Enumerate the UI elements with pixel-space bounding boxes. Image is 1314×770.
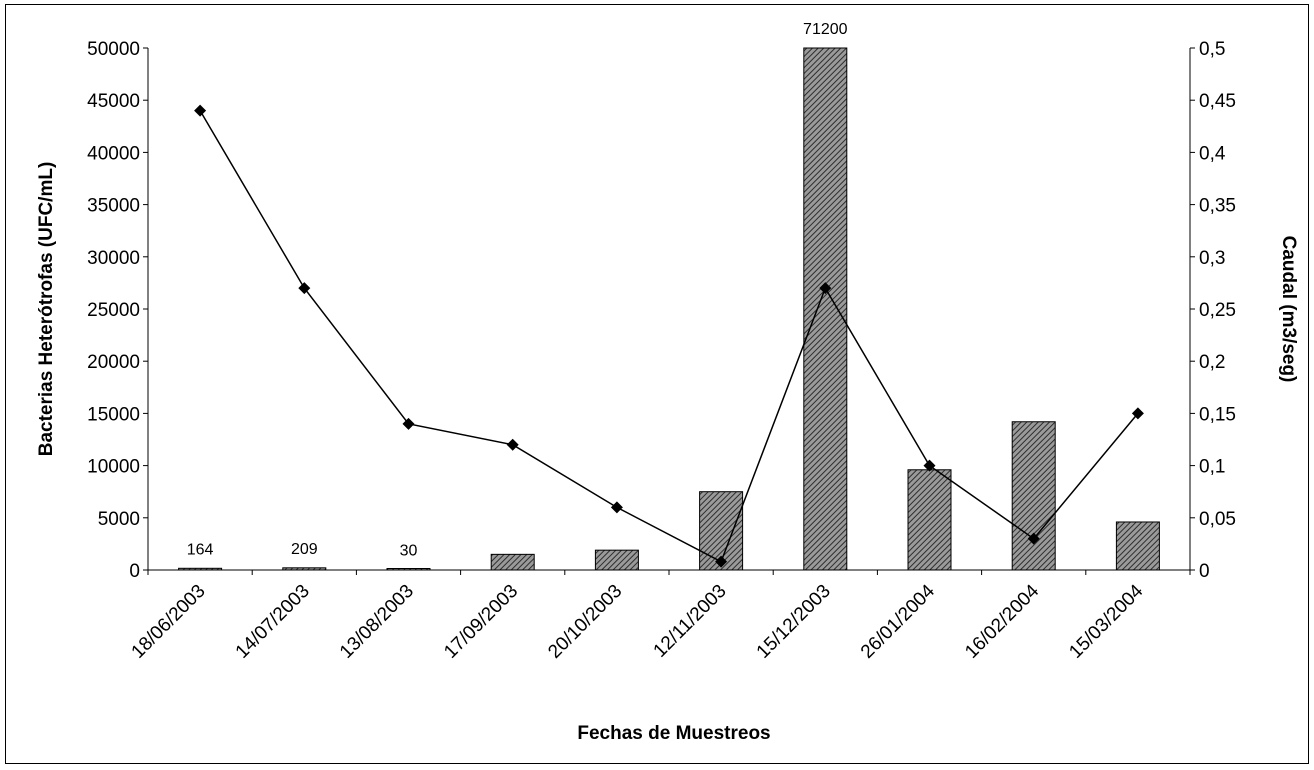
y-left-tick-label: 20000	[87, 352, 140, 373]
bar-3	[490, 553, 535, 571]
x-tick-label: 13/08/2003	[336, 581, 418, 663]
y-right-tick-label: 0,5	[1199, 39, 1225, 60]
caudal-point-2	[402, 417, 415, 430]
labels-layer: 164 209 30 71200	[187, 21, 848, 560]
y-left-tick-label: 40000	[87, 143, 140, 164]
x-tick-label: 18/06/2003	[128, 581, 210, 663]
x-tick-label: 17/09/2003	[440, 581, 522, 663]
y-right-tick-label: 0,05	[1199, 509, 1236, 530]
line-layer	[194, 104, 1144, 568]
caudal-point-9	[1131, 407, 1144, 420]
x-tick-label: 16/02/2004	[961, 580, 1043, 662]
y-axis-left-title: Bacterias Heterótrofas (UFC/mL)	[36, 162, 57, 457]
y-right-tick-label: 0,2	[1199, 352, 1225, 373]
y-right-tick-label: 0,3	[1199, 248, 1225, 269]
y-left-tick-label: 50000	[87, 39, 140, 60]
caudal-point-3	[506, 438, 519, 451]
caudal-line	[199, 110, 1139, 563]
x-tick-label: 15/03/2004	[1065, 580, 1147, 662]
y-axis-right-title: Caudal (m3/seg)	[1278, 236, 1299, 383]
y-left-tick-label: 5000	[98, 509, 140, 530]
y-right-tick-label: 0,4	[1199, 143, 1226, 164]
caudal-point-6	[819, 282, 832, 295]
caudal-point-4	[610, 501, 623, 514]
y-right-tick-label: 0,15	[1199, 404, 1236, 425]
y-left-tick-label: 10000	[87, 457, 140, 478]
y-left-tick-label: 30000	[87, 248, 140, 269]
y-left-tick-label: 35000	[87, 196, 140, 217]
x-tick-label: 26/01/2004	[857, 580, 939, 662]
bar-6	[803, 47, 848, 571]
y-left-tick-label: 0	[129, 561, 140, 582]
bar-data-label-6: 71200	[803, 21, 848, 38]
x-tick-label: 20/10/2003	[544, 581, 626, 663]
caudal-point-1	[298, 282, 311, 295]
axes-layer: 0 5000 10000 15000 20000 25000 30000 35000 40000…	[87, 39, 1236, 663]
y-right-tick-label: 0,45	[1199, 91, 1236, 112]
bar-8	[1011, 421, 1056, 571]
y-left-tick-label: 45000	[87, 91, 140, 112]
y-right-tick-label: 0,25	[1199, 300, 1236, 321]
bar-7	[907, 469, 952, 571]
y-right-tick-label: 0,35	[1199, 196, 1236, 217]
caudal-point-7	[923, 459, 936, 472]
bars-layer	[178, 47, 1160, 571]
bar-9	[1115, 521, 1160, 571]
caudal-point-5	[715, 555, 728, 568]
y-left-tick-label: 15000	[87, 404, 140, 425]
x-tick-label: 12/11/2003	[650, 581, 731, 662]
y-right-tick-label: 0,1	[1199, 457, 1225, 478]
x-axis-title: Fechas de Muestreos	[577, 723, 770, 744]
caudal-point-8	[1027, 532, 1040, 545]
x-tick-label: 14/07/2003	[232, 581, 314, 663]
bar-data-label-0: 164	[187, 541, 214, 558]
y-right-tick-label: 0	[1199, 561, 1210, 582]
caudal-point-0	[194, 104, 207, 117]
chart-frame	[5, 4, 1309, 764]
x-tick-label: 15/12/2003	[753, 581, 835, 663]
bar-4	[594, 549, 639, 571]
bar-data-label-1: 209	[291, 541, 318, 558]
bar-data-label-2: 30	[400, 543, 418, 560]
y-left-tick-label: 25000	[87, 300, 140, 321]
